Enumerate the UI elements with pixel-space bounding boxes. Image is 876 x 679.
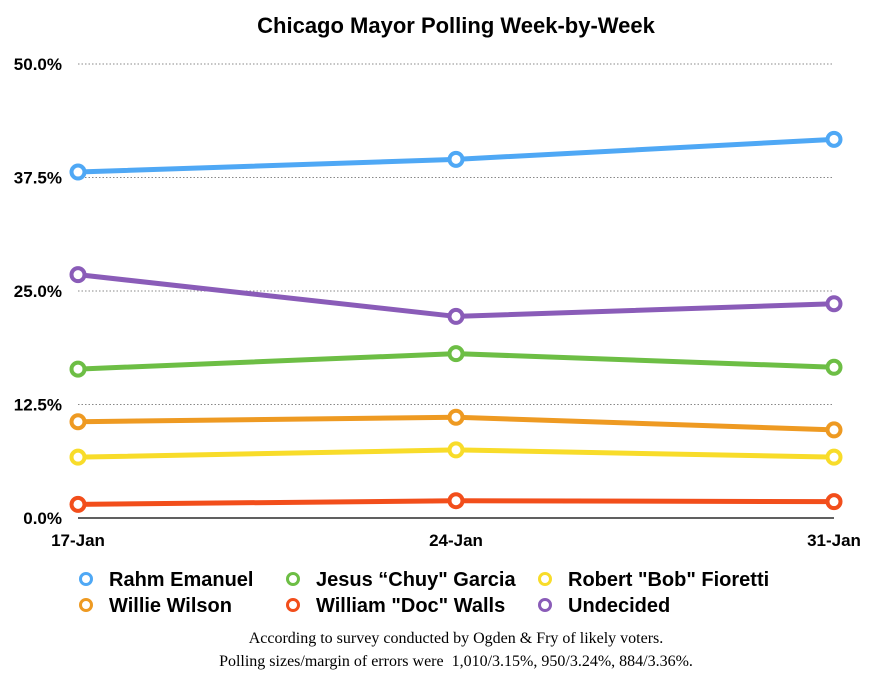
legend-marker-icon <box>79 572 93 586</box>
y-tick-label: 25.0% <box>14 282 62 301</box>
data-point <box>825 493 843 511</box>
footnote-line-2: Polling sizes/margin of errors were 1,01… <box>219 653 693 670</box>
y-tick-label: 12.5% <box>14 396 62 415</box>
legend-item: Willie Wilson <box>79 595 232 617</box>
data-point <box>69 448 87 466</box>
series-3 <box>69 408 843 439</box>
data-point <box>825 448 843 466</box>
legend-label: William "Doc" Walls <box>316 595 505 617</box>
y-tick-label: 50.0% <box>14 55 62 74</box>
data-point <box>447 408 465 426</box>
legend-marker-icon <box>79 598 93 612</box>
x-tick-label: 31-Jan <box>807 531 861 550</box>
data-point <box>447 441 465 459</box>
legend-marker-icon <box>538 598 552 612</box>
legend-item: Robert "Bob" Fioretti <box>538 569 769 591</box>
data-point <box>447 150 465 168</box>
legend-label: Robert "Bob" Fioretti <box>568 569 769 591</box>
series-5 <box>69 266 843 325</box>
data-point <box>447 307 465 325</box>
data-point <box>825 358 843 376</box>
legend-marker-icon <box>286 572 300 586</box>
x-axis-ticks: 17-Jan 24-Jan 31-Jan <box>51 531 861 550</box>
legend-marker-icon <box>286 598 300 612</box>
series-1 <box>69 345 843 378</box>
legend-item: Undecided <box>538 595 670 617</box>
footnote-line-1: According to survey conducted by Ogden &… <box>249 630 664 647</box>
y-tick-label: 0.0% <box>23 509 62 528</box>
data-point <box>825 295 843 313</box>
data-point <box>447 492 465 510</box>
legend-label: Rahm Emanuel <box>109 569 253 591</box>
legend: Rahm Emanuel Jesus “Chuy" Garcia Robert "B… <box>79 569 769 617</box>
data-point <box>825 130 843 148</box>
data-point <box>69 163 87 181</box>
legend-label: Undecided <box>568 595 670 617</box>
data-point <box>69 413 87 431</box>
data-point <box>447 345 465 363</box>
series-0 <box>69 130 843 181</box>
x-tick-label: 24-Jan <box>429 531 483 550</box>
legend-item: Rahm Emanuel <box>79 569 253 591</box>
data-point <box>69 495 87 513</box>
data-point <box>69 360 87 378</box>
chart-title: Chicago Mayor Polling Week-by-Week <box>257 13 655 38</box>
legend-item: Jesus “Chuy" Garcia <box>286 569 516 591</box>
x-tick-label: 17-Jan <box>51 531 105 550</box>
data-point <box>69 266 87 284</box>
legend-label: Jesus “Chuy" Garcia <box>316 569 516 591</box>
y-tick-label: 37.5% <box>14 169 62 188</box>
y-axis-ticks: 0.0% 12.5% 25.0% 37.5% 50.0% <box>14 55 62 528</box>
legend-marker-icon <box>538 572 552 586</box>
legend-item: William "Doc" Walls <box>286 595 505 617</box>
series-4 <box>69 492 843 513</box>
data-point <box>825 421 843 439</box>
series-2 <box>69 441 843 466</box>
legend-label: Willie Wilson <box>109 595 232 617</box>
series-lines <box>69 130 843 513</box>
